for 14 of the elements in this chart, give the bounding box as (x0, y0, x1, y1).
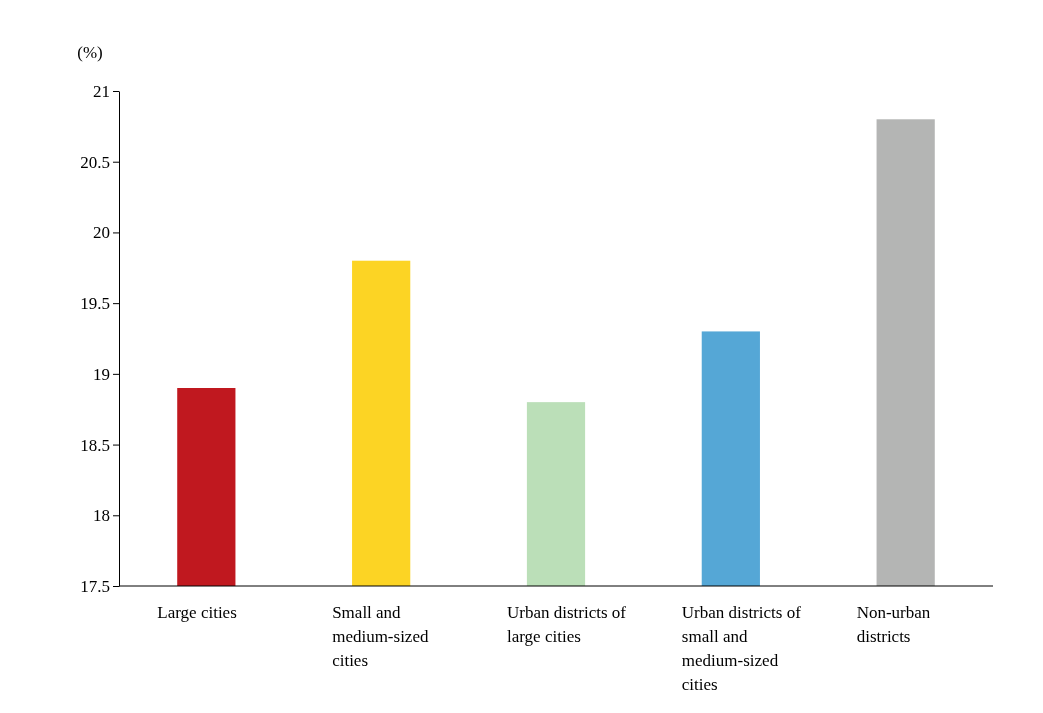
y-axis-title: (%) (77, 43, 103, 62)
y-tick-label: 21 (93, 81, 110, 101)
y-tick-label: 20.5 (80, 152, 110, 172)
y-tick-label: 18 (93, 506, 110, 526)
y-tick-label: 18.5 (80, 435, 110, 455)
x-tick-label: Large cities (157, 603, 237, 622)
x-tick-label: Non-urban districts (856, 603, 931, 646)
x-tick-label: Small and medium-sized cities (332, 603, 429, 670)
y-tick-label: 20 (93, 223, 110, 243)
y-tick-label: 19 (93, 364, 110, 384)
x-tick-label: Urban districts of small and medium-sized cities (681, 603, 802, 694)
y-tick-label: 19.5 (80, 294, 110, 314)
y-tick-label: 17.5 (80, 576, 110, 596)
x-tick-label: Urban districts of large cities (507, 603, 627, 646)
